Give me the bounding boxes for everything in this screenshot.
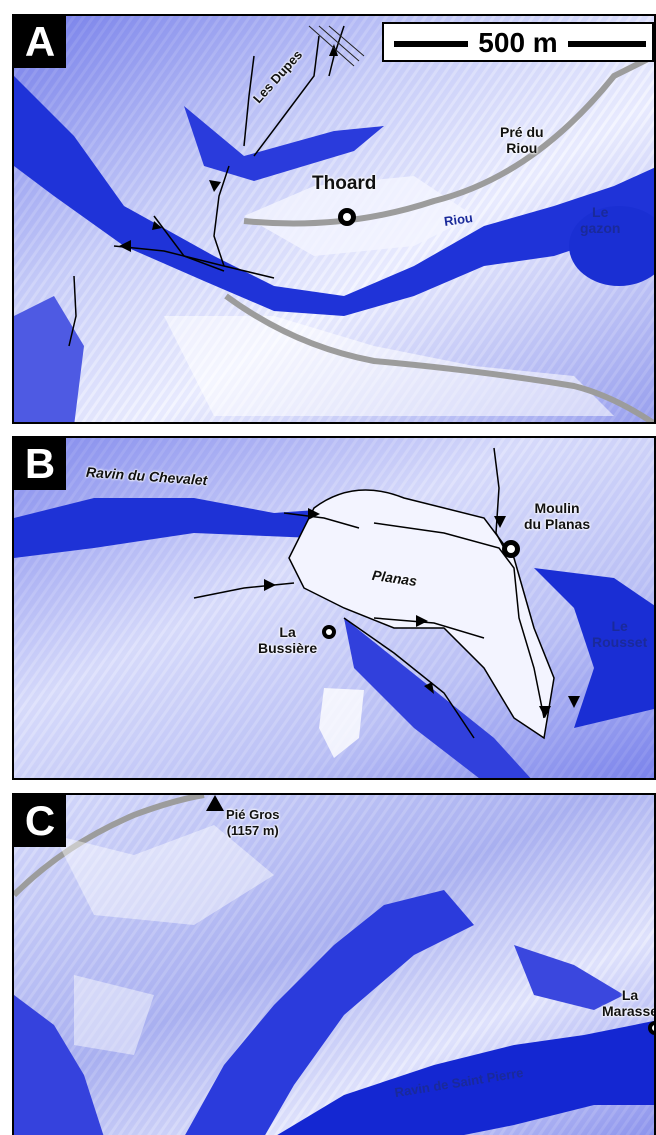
label-pie-gros: Pié Gros (1157 m) [226, 807, 280, 838]
riou-valley [14, 76, 654, 316]
flow-arrow-b1 [308, 508, 320, 520]
scarp-hatching [308, 25, 365, 67]
label-pre-du-riou: Pré du Riou [500, 124, 544, 156]
upper-valley [184, 106, 384, 181]
thoard-town-marker [338, 208, 356, 226]
saint-pierre-valley [277, 1020, 654, 1135]
panel-c-letter: C [14, 795, 66, 847]
planas-outline [288, 489, 555, 740]
map-panel-a: A 500 m Les Dupes Pré du Riou Thoard Rio… [12, 14, 656, 424]
flow-arrow-a3 [152, 221, 162, 230]
flow-arrow-b3 [264, 579, 276, 591]
panel-c-relief [14, 795, 654, 1135]
moulin-marker [502, 540, 520, 558]
scale-bar-left-line [394, 41, 468, 47]
bussiere-ravine [344, 618, 531, 778]
stream-3 [153, 215, 225, 272]
planas-landslide [289, 490, 554, 738]
stream-b1 [493, 447, 505, 549]
stream-4 [68, 275, 77, 347]
map-panel-c: C Pié Gros (1157 m) La Marasse Ravin de … [12, 793, 656, 1135]
stream-b2 [373, 522, 545, 719]
stream-b3 [283, 512, 360, 529]
north-ridge [54, 825, 274, 925]
flow-arrow-a4 [329, 44, 338, 56]
stream-b6 [373, 617, 485, 639]
stream-2 [113, 245, 275, 279]
road-south [224, 293, 654, 422]
label-moulin-du-planas: Moulin du Planas [524, 500, 591, 532]
sw-gully [14, 995, 104, 1135]
west-ridge [74, 975, 154, 1055]
label-la-marasse: La Marasse [602, 987, 656, 1019]
panel-b-letter: B [14, 438, 66, 490]
stream-5 [243, 55, 255, 147]
la-bussiere-marker [322, 625, 336, 639]
la-marasse-marker [648, 1021, 654, 1035]
panel-a-relief [14, 16, 654, 422]
flow-arrow-b2 [494, 516, 506, 528]
panel-a-letter: A [14, 16, 66, 68]
stream-b5 [193, 582, 295, 599]
flow-arrow-a1 [119, 240, 131, 252]
scale-bar: 500 m [382, 22, 654, 62]
sw-slope [14, 296, 84, 422]
bare-patch [319, 688, 364, 758]
label-le-gazon: Le gazon [580, 204, 621, 236]
scale-bar-label: 500 m [478, 27, 558, 58]
east-gully [514, 945, 624, 1010]
flow-arrow-b7 [424, 682, 434, 694]
south-ridge [164, 316, 614, 416]
stream-6 [253, 35, 320, 157]
central-ravine [185, 890, 474, 1135]
road-north [243, 53, 654, 227]
le-gazon-basin [569, 206, 654, 286]
label-le-rousset: Le Rousset [592, 618, 648, 650]
map-panel-b: B Ravin du Chevalet Moulin du Planas Pla… [12, 436, 656, 780]
panel-b-relief [14, 438, 654, 778]
pie-gros-summit-triangle [206, 795, 224, 811]
flow-arrow-b4 [416, 615, 428, 627]
road-c [14, 795, 205, 898]
stream-1 [213, 165, 230, 267]
label-thoard: Thoard [312, 173, 377, 194]
flow-arrow-b6 [568, 696, 580, 708]
rousset-valley [534, 568, 654, 728]
stream-b4 [343, 617, 475, 739]
label-la-bussiere: La Bussière [258, 624, 318, 656]
flow-arrow-a2 [209, 180, 221, 192]
scale-bar-right-line [568, 41, 646, 47]
flow-arrow-b5 [539, 706, 551, 718]
